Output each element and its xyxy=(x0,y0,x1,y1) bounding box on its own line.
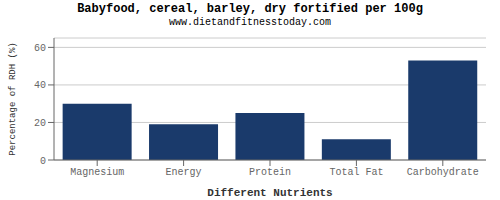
html-text:Babyfood, cereal, barley, dry: Babyfood, cereal, barley, dry fortified … xyxy=(77,2,423,16)
svg-text:40: 40 xyxy=(34,80,46,91)
svg-text:Protein: Protein xyxy=(249,167,291,178)
svg-text:Total Fat: Total Fat xyxy=(329,167,383,178)
svg-text:20: 20 xyxy=(34,118,46,129)
html-text:www.dietandfitnesstoday.com: www.dietandfitnesstoday.com xyxy=(169,17,331,28)
svg-text:60: 60 xyxy=(34,43,46,54)
svg-text:Energy: Energy xyxy=(166,167,202,178)
svg-text:Carbohydrate: Carbohydrate xyxy=(407,167,479,178)
svg-text:Different Nutrients: Different Nutrients xyxy=(207,187,332,199)
svg-text:Magnesium: Magnesium xyxy=(70,167,124,178)
svg-text:Percentage of RDH (%): Percentage of RDH (%) xyxy=(8,42,18,155)
svg-text:0: 0 xyxy=(40,156,46,167)
